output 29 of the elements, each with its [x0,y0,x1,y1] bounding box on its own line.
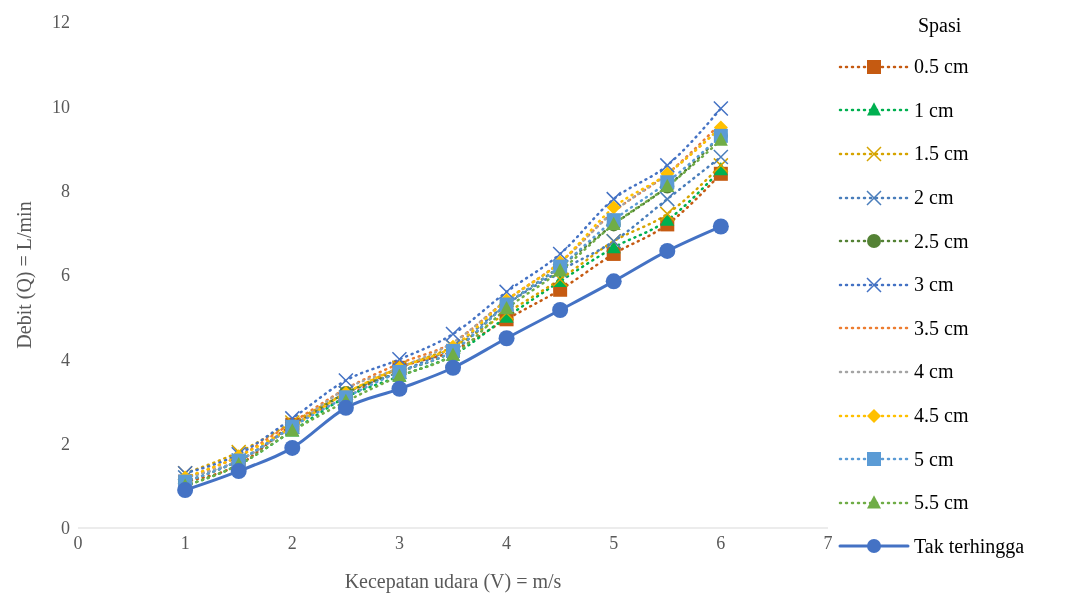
x-tick-label: 3 [394,532,404,553]
x-tick-label: 6 [716,532,726,553]
x-tick-label: 5 [609,532,619,553]
legend-label: 1.5 cm [914,142,969,166]
legend-label: 3 cm [914,273,954,297]
legend-label: 1 cm [914,98,954,122]
legend-label: 2.5 cm [914,229,969,253]
legend-label: 5 cm [914,447,954,471]
y-tick-label: 12 [52,12,70,33]
y-tick-label: 0 [61,518,70,539]
y-tick-label: 6 [61,265,70,286]
x-tick-label: 1 [180,532,190,553]
y-tick-label: 8 [61,181,70,202]
x-axis-title: Kecepatan udara (V) = m/s [344,570,562,593]
legend-label: 0.5 cm [914,55,969,79]
x-tick-label: 4 [502,532,512,553]
y-tick-label: 10 [52,96,70,117]
y-tick-label: 4 [61,349,70,370]
x-tick-label: 7 [823,532,833,553]
legend-label: Tak terhingga [914,534,1025,558]
legend-label: 3.5 cm [914,316,969,340]
legend-label: 4.5 cm [914,404,969,428]
legend-label: 5.5 cm [914,491,969,515]
legend-label: 4 cm [914,360,954,384]
legend-title: Spasi [917,14,963,37]
legend-label: 2 cm [914,186,954,210]
y-tick-label: 2 [61,434,70,455]
x-tick-label: 2 [287,532,297,553]
y-axis-title: Debit (Q) = L/min [13,201,37,349]
